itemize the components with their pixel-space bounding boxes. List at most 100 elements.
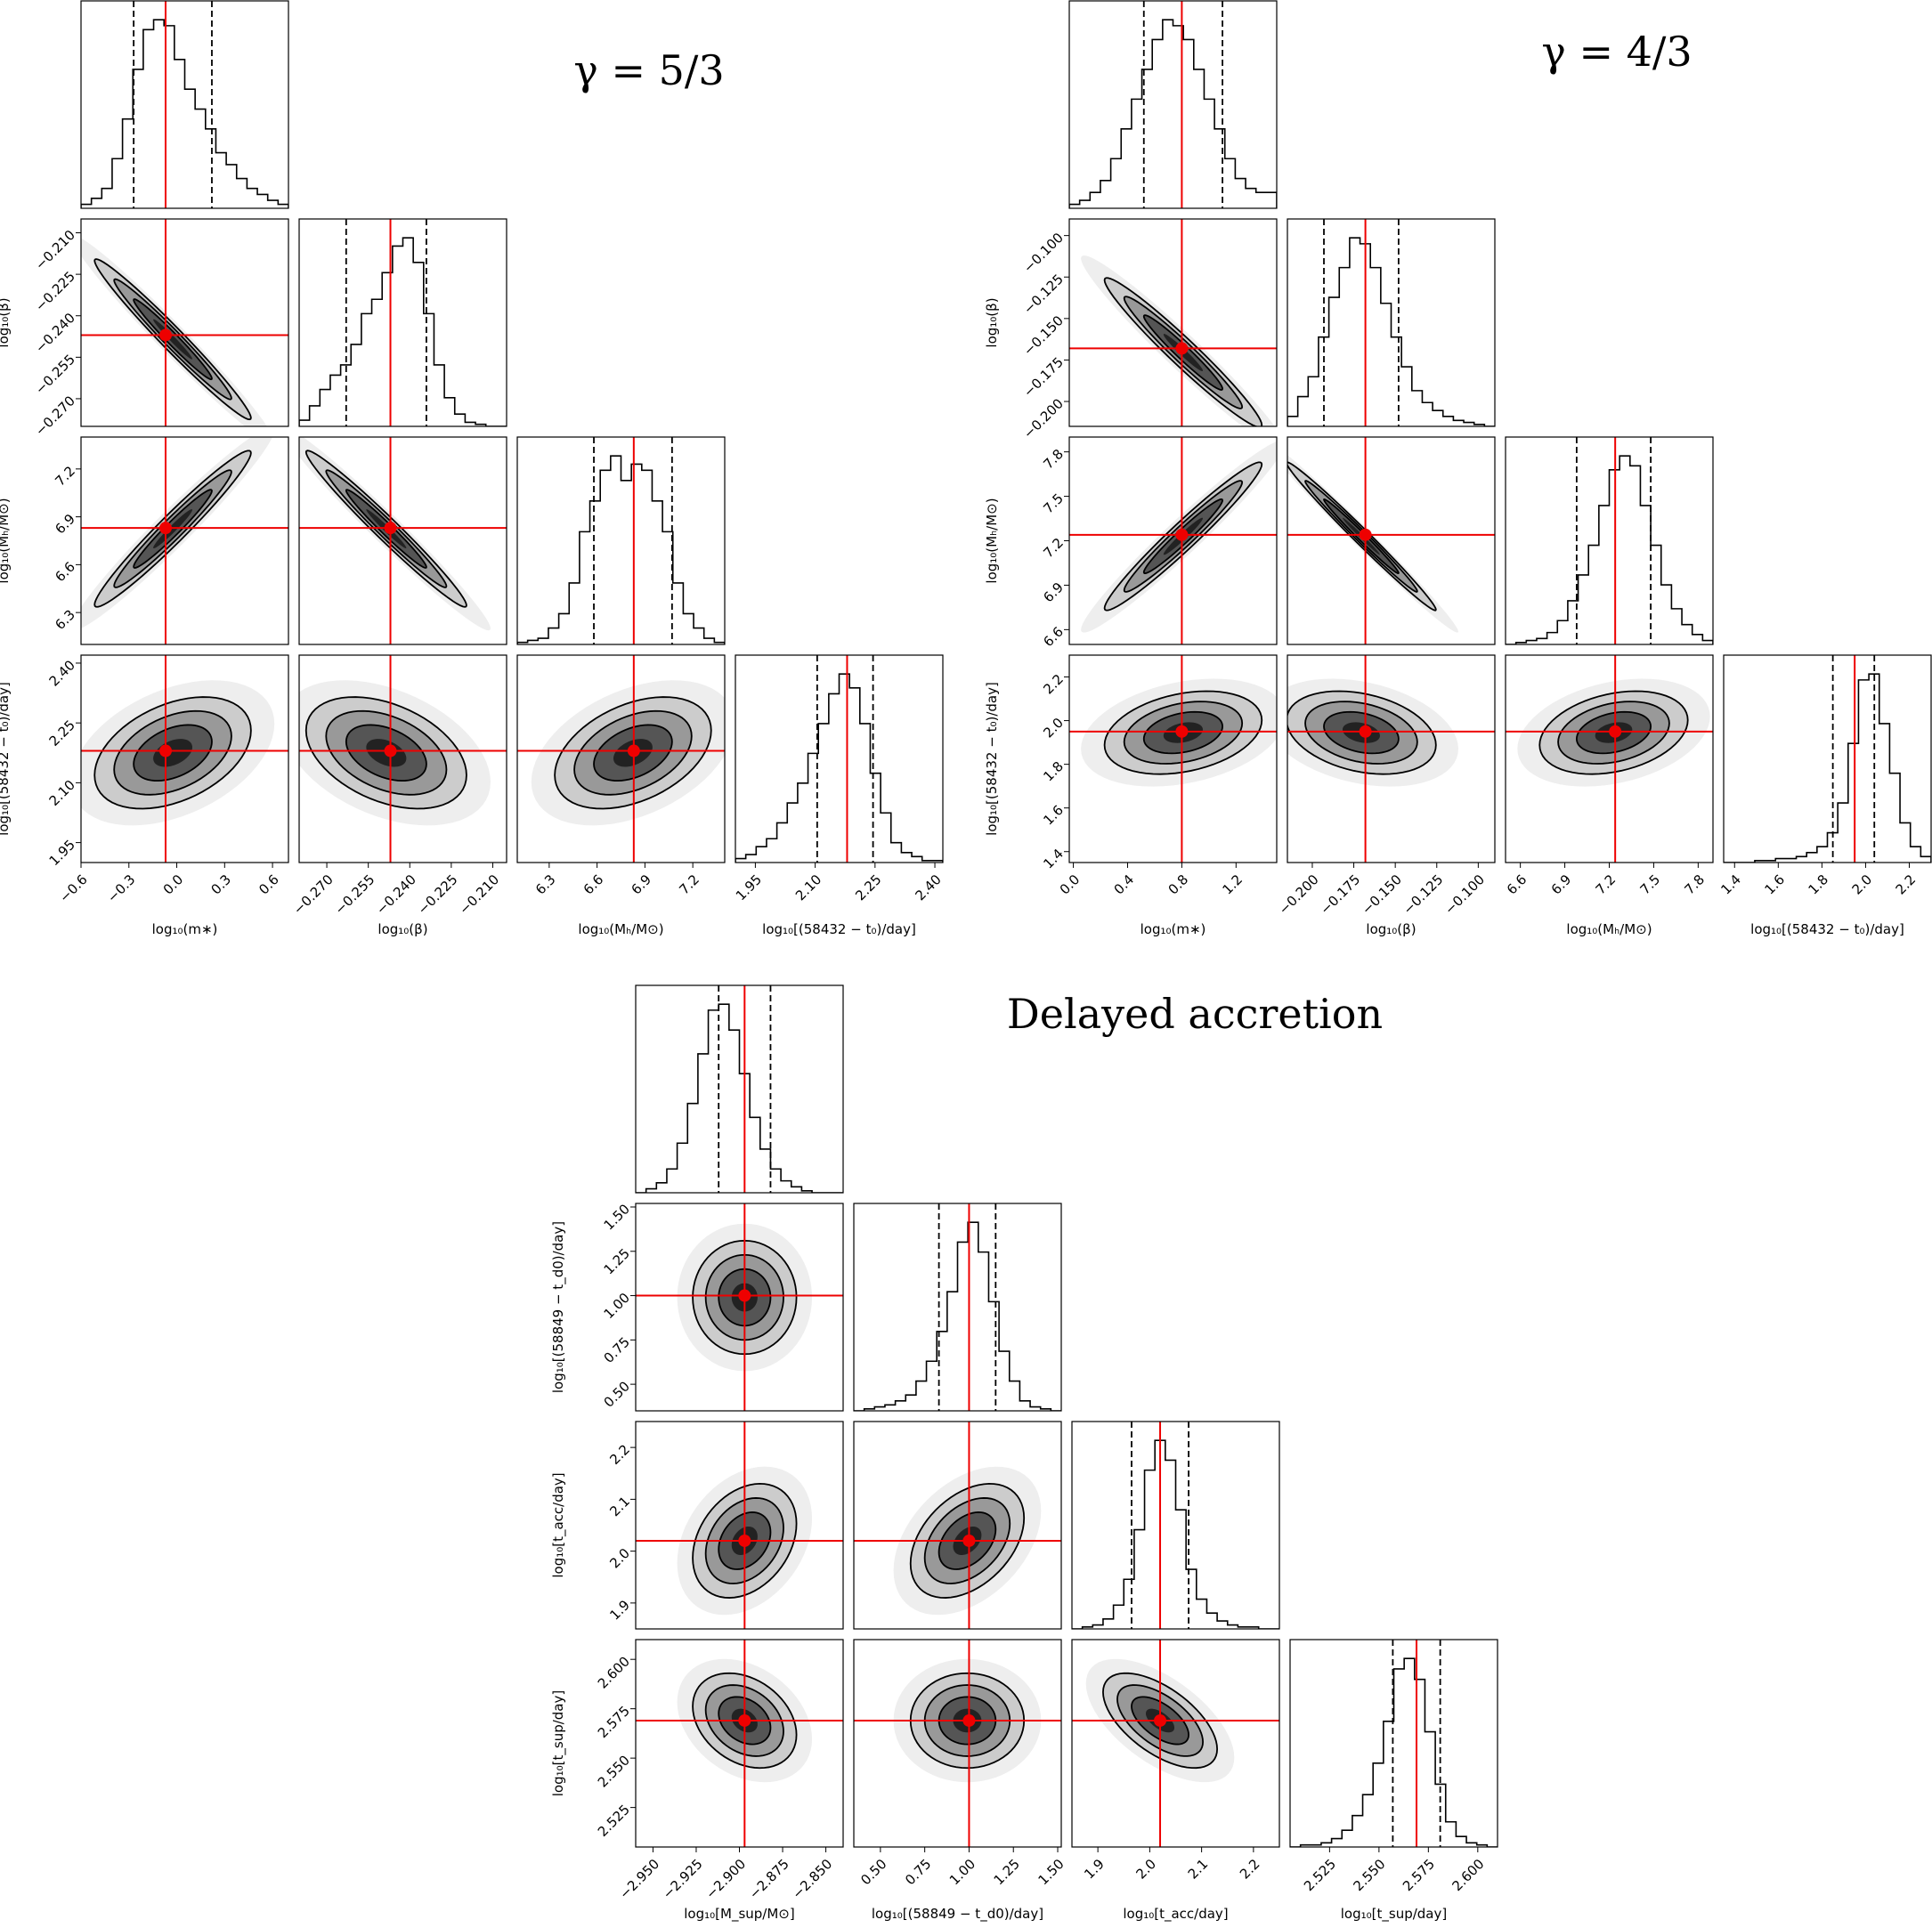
y-tick-label: 1.50 [601,1201,633,1233]
panel-frame [735,654,944,863]
truth-point [158,522,172,535]
histogram [1072,1439,1279,1629]
panel: 1.9 2.0 2.1 2.2 log₁₀[t_acc/day] [1071,1639,1280,1923]
x-tick-label: 1.6 [1761,871,1788,898]
x-axis-label: log₁₀[t_acc/day] [1123,1906,1228,1923]
panel-frame [80,0,289,209]
truth-point [962,1534,976,1547]
y-tick-label: 2.40 [46,657,78,689]
density-contour [153,319,193,360]
x-tick-label: 6.9 [1548,871,1575,898]
x-tick-label: 0.50 [857,1856,889,1888]
x-tick-label: −0.175 [1317,871,1363,918]
x-tick-label: −0.200 [1276,871,1322,918]
x-axis-label: log₁₀(Mₕ/M⊙) [1566,921,1652,937]
panel: 6.6 6.9 7.2 7.5 7.8 log₁₀(Mₕ/M⊙) [1504,654,1714,937]
panel-content [1069,655,1277,863]
x-tick-label: −2.950 [616,1856,662,1902]
y-axis-label: log₁₀[(58849 − t_d0)/day] [550,1221,567,1393]
x-tick-label: 6.6 [1504,871,1530,898]
x-tick-label: 1.95 [733,871,765,903]
chart-title: γ = 4/3 [1541,28,1692,76]
x-tick-label: −2.900 [702,1856,749,1902]
x-tick-label: 2.1 [1185,1856,1212,1883]
x-tick-label: 2.600 [1449,1856,1487,1894]
histogram [1069,19,1277,208]
histogram [636,1003,843,1193]
panel [298,436,507,645]
y-tick-label: 0.75 [601,1334,633,1366]
histogram [854,1221,1061,1411]
panel-frame [853,1203,1062,1412]
x-axis-label: log₁₀(m∗) [1141,921,1206,937]
truth-point [384,744,397,757]
y-tick-label: 6.9 [52,511,78,538]
y-axis-label: log₁₀(β) [0,297,12,347]
x-tick-label: 2.2 [1893,871,1920,898]
y-axis-label: log₁₀[(58432 − t₀)/day] [0,682,12,836]
histogram [735,673,943,863]
panel: 2.525 2.550 2.575 2.600 log₁₀[t_sup/day] −2.9… [550,1639,844,1923]
truth-point [627,744,640,757]
truth-point [384,522,397,535]
histogram [1506,455,1713,644]
panel-content [299,437,507,644]
panel: −0.200−0.175−0.150−0.125−0.100 log₁₀(β) [1276,654,1496,937]
x-tick-label: 0.75 [902,1856,934,1888]
panel-frame [1289,1639,1498,1848]
panel-frame [1068,0,1278,209]
panel: 1.4 1.6 1.8 2.0 2.2 log₁₀[(58432 − t₀)/day] 0.… [984,654,1278,937]
x-tick-label: 2.575 [1400,1856,1438,1894]
y-tick-label: −0.240 [32,310,78,356]
panel-content [636,985,843,1193]
x-tick-label: 1.50 [1035,1856,1067,1888]
x-tick-label: 1.4 [1717,871,1744,898]
truth-point [962,1713,976,1727]
x-tick-label: 2.0 [1133,1856,1160,1883]
y-axis-label: log₁₀[t_acc/day] [550,1472,567,1577]
x-tick-label: 7.8 [1682,871,1709,898]
y-tick-label: −0.270 [32,393,78,439]
panel [1505,436,1714,645]
x-tick-label: 0.3 [207,871,234,898]
y-tick-label: 2.0 [606,1545,633,1572]
y-tick-label: −0.255 [32,352,78,398]
panel-frame [516,436,726,645]
panel-frame [853,1639,1062,1848]
truth-point [158,328,172,342]
truth-point [1609,725,1622,738]
panel: 1.95 2.10 2.25 2.40 log₁₀[(58432 − t₀)/day] −… [0,654,289,937]
x-axis-label: log₁₀[(58432 − t₀)/day] [1750,921,1904,937]
panel: 6.3 6.6 6.9 7.2 log₁₀(Mₕ/M⊙) [0,436,289,645]
histogram [1287,237,1495,426]
x-tick-label: 6.3 [532,871,559,898]
truth-point [1175,725,1189,738]
y-tick-label: 6.3 [52,606,78,633]
x-axis-label: log₁₀(β) [1366,921,1416,937]
truth-point [1175,342,1189,355]
x-axis-label: log₁₀[M_sup/M⊙] [684,1906,794,1923]
y-tick-label: −0.210 [32,227,78,273]
y-tick-label: 1.95 [46,837,78,869]
panel-content [299,219,507,426]
x-axis-label: log₁₀(m∗) [152,921,218,937]
panel-frame [1071,1639,1280,1848]
x-tick-label: 2.525 [1301,1856,1339,1894]
y-tick-label: 2.575 [595,1703,633,1741]
panel-frame [1287,436,1496,645]
panel-content [1069,219,1277,426]
y-tick-label: −0.175 [1020,354,1067,401]
y-axis-label: log₁₀[t_sup/day] [550,1690,567,1796]
y-axis-label: log₁₀(β) [984,297,1000,347]
truth-point [738,1713,751,1727]
panel: −0.200−0.175−0.150−0.125−0.100 log₁₀(β) [984,218,1278,441]
panel [635,984,844,1194]
x-tick-label: −0.6 [56,871,90,905]
panel-frame [80,218,289,427]
panel-frame [80,654,289,863]
x-tick-label: 1.2 [1219,871,1246,898]
panel: 6.6 6.9 7.2 7.5 7.8 log₁₀(Mₕ/M⊙) [984,436,1278,650]
x-tick-label: 2.10 [792,871,824,903]
panel-content [1290,1640,1498,1847]
